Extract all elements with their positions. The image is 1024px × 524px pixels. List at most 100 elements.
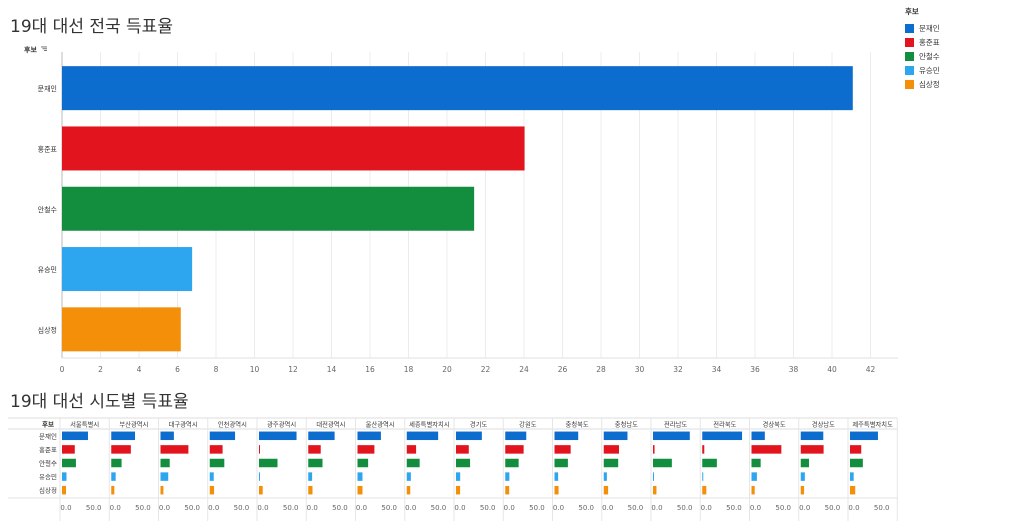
bar[interactable] (751, 431, 765, 441)
bar[interactable] (308, 472, 313, 481)
bar[interactable] (259, 485, 263, 495)
bar[interactable] (850, 458, 863, 468)
bar[interactable] (554, 485, 559, 495)
bar[interactable] (603, 458, 619, 468)
bar[interactable] (209, 472, 214, 481)
bar[interactable] (308, 458, 323, 468)
bar[interactable] (702, 445, 705, 454)
bar[interactable] (603, 485, 609, 495)
bar[interactable] (111, 485, 115, 495)
bar[interactable] (357, 445, 375, 454)
bar[interactable] (406, 445, 417, 454)
bar[interactable] (800, 445, 824, 454)
bar[interactable] (209, 431, 236, 441)
bar[interactable] (62, 431, 88, 441)
bar[interactable] (653, 445, 655, 454)
bar[interactable] (751, 445, 782, 454)
legend-item[interactable]: 안철수 (905, 49, 1015, 63)
bar[interactable] (800, 472, 805, 481)
bar[interactable] (653, 472, 654, 481)
bar[interactable] (702, 458, 717, 468)
x-tick-label: 0.0 (257, 504, 268, 512)
bar[interactable] (62, 126, 525, 171)
category-label: 홍준표 (39, 445, 57, 454)
bar[interactable] (406, 458, 420, 468)
bar[interactable] (603, 445, 619, 454)
legend-item[interactable]: 문재인 (905, 21, 1015, 35)
bar[interactable] (702, 485, 707, 495)
bar[interactable] (160, 445, 189, 454)
bar[interactable] (653, 431, 690, 441)
bar[interactable] (456, 458, 471, 468)
bar[interactable] (702, 472, 704, 481)
bar[interactable] (160, 485, 164, 495)
bar[interactable] (406, 472, 411, 481)
bar[interactable] (308, 431, 335, 441)
bar[interactable] (62, 485, 66, 495)
bar[interactable] (456, 445, 469, 454)
bar[interactable] (160, 472, 169, 481)
bar[interactable] (62, 247, 193, 292)
region-panel: 강원도 0.0 50.0 (502, 418, 545, 521)
bar[interactable] (456, 485, 461, 495)
bar[interactable] (259, 445, 260, 454)
legend-item[interactable]: 유승민 (905, 63, 1015, 77)
bar[interactable] (456, 431, 482, 441)
bar[interactable] (357, 485, 363, 495)
bar[interactable] (603, 472, 607, 481)
bar[interactable] (209, 445, 223, 454)
bar[interactable] (505, 445, 524, 454)
bar[interactable] (62, 66, 853, 111)
bar[interactable] (259, 458, 278, 468)
bar[interactable] (209, 485, 215, 495)
region-header: 제주특별자치도 (852, 420, 893, 429)
sort-icon[interactable] (41, 46, 47, 52)
bar[interactable] (554, 431, 579, 441)
bar[interactable] (160, 431, 174, 441)
bar[interactable] (800, 431, 824, 441)
bar[interactable] (850, 431, 878, 441)
bar[interactable] (357, 431, 381, 441)
bar[interactable] (505, 485, 510, 495)
bar[interactable] (850, 485, 856, 495)
bar[interactable] (357, 458, 369, 468)
bar[interactable] (308, 445, 321, 454)
bar[interactable] (111, 458, 122, 468)
bar[interactable] (850, 472, 854, 481)
bar[interactable] (111, 445, 131, 454)
bar[interactable] (653, 458, 672, 468)
bar[interactable] (751, 485, 755, 495)
bar[interactable] (111, 431, 136, 441)
legend-item[interactable]: 심상정 (905, 77, 1015, 91)
bar[interactable] (603, 431, 628, 441)
bar[interactable] (160, 458, 170, 468)
bar[interactable] (62, 307, 181, 352)
bar[interactable] (554, 445, 571, 454)
bar[interactable] (800, 485, 805, 495)
bar[interactable] (62, 445, 75, 454)
bar[interactable] (62, 472, 67, 481)
bar[interactable] (554, 458, 568, 468)
bar[interactable] (554, 472, 559, 481)
bar[interactable] (800, 458, 809, 468)
bar[interactable] (456, 472, 461, 481)
bar[interactable] (62, 458, 76, 468)
bar[interactable] (505, 458, 519, 468)
bar[interactable] (209, 458, 225, 468)
bar[interactable] (751, 458, 761, 468)
bar[interactable] (259, 431, 297, 441)
bar[interactable] (62, 186, 475, 231)
bar[interactable] (505, 431, 527, 441)
bar[interactable] (111, 472, 116, 481)
bar[interactable] (653, 485, 657, 495)
bar[interactable] (751, 472, 757, 481)
bar[interactable] (357, 472, 363, 481)
bar[interactable] (406, 431, 439, 441)
bar[interactable] (850, 445, 862, 454)
bar[interactable] (259, 472, 260, 481)
bar[interactable] (308, 485, 313, 495)
legend-item[interactable]: 홍준표 (905, 35, 1015, 49)
bar[interactable] (702, 431, 743, 441)
bar[interactable] (505, 472, 510, 481)
bar[interactable] (406, 485, 411, 495)
